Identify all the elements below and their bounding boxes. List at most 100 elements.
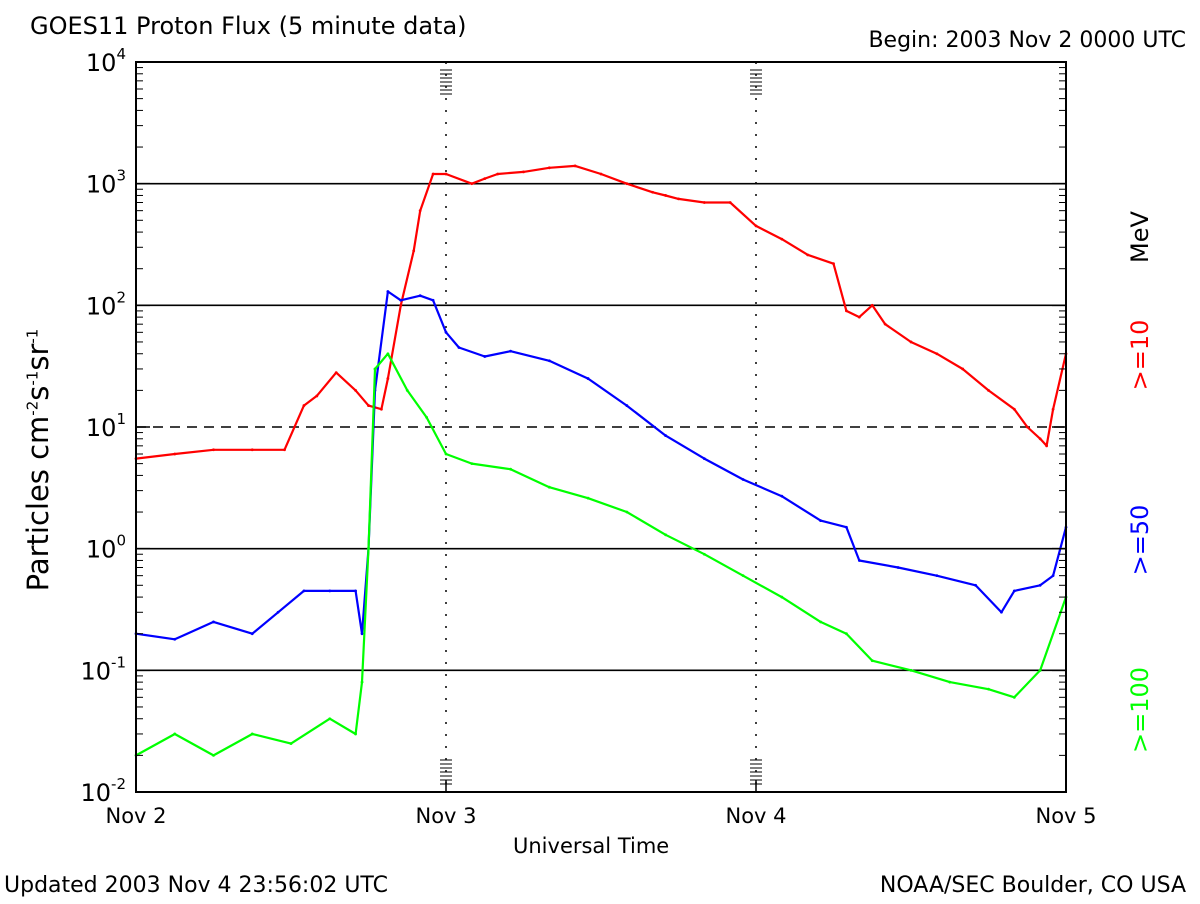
series-2-point-28 xyxy=(987,687,990,691)
y-axis-label-exp3: -1 xyxy=(23,328,42,344)
series-0-point-40 xyxy=(961,367,965,371)
series-0-point-38 xyxy=(909,340,913,344)
series-2-point-27 xyxy=(948,680,952,684)
series-1-point-6 xyxy=(328,589,332,593)
series-0-point-21 xyxy=(547,166,551,170)
series-2-point-20 xyxy=(702,552,706,556)
series-1-point-3 xyxy=(250,632,254,636)
credit-text: NOAA/SEC Boulder, CO USA xyxy=(879,873,1186,898)
series-1-point-8 xyxy=(360,632,364,636)
series-1-point-17 xyxy=(483,355,487,358)
series-0-point-27 xyxy=(677,197,680,201)
series-1-point-25 xyxy=(780,494,784,498)
x-tick-label-1: Nov 3 xyxy=(415,804,476,828)
series-1-point-26 xyxy=(819,519,822,523)
series-1-point-7 xyxy=(354,589,357,593)
series-2-point-4 xyxy=(289,742,293,745)
series-0-point-1 xyxy=(173,452,177,456)
series-0-point-36 xyxy=(870,303,874,307)
series-0-point-43 xyxy=(1025,425,1029,429)
series-1-point-29 xyxy=(896,566,900,569)
series-0-point-16 xyxy=(444,172,448,176)
series-0-point-19 xyxy=(496,172,500,176)
series-1-point-31 xyxy=(974,583,977,587)
series-1-point-32 xyxy=(1000,610,1003,614)
series-0-point-3 xyxy=(250,448,254,452)
series-0-point-28 xyxy=(702,201,706,204)
series-1-point-1 xyxy=(173,637,177,641)
series-2-point-7 xyxy=(360,680,364,684)
series-2-point-10 xyxy=(386,352,390,356)
series-2-point-15 xyxy=(509,467,512,471)
x-tick-label-2: Nov 4 xyxy=(725,804,786,828)
series-0-point-45 xyxy=(1045,444,1049,448)
series-0-point-11 xyxy=(386,377,390,380)
series-1-point-28 xyxy=(857,559,861,562)
series-2-point-9 xyxy=(373,367,377,371)
series-0-point-31 xyxy=(780,237,784,241)
series-0-point-17 xyxy=(470,182,474,186)
series-1-point-18 xyxy=(509,349,512,353)
series-2-point-16 xyxy=(547,485,551,489)
series-0-point-30 xyxy=(754,224,758,228)
series-1-point-13 xyxy=(418,294,422,298)
y-axis-label-exp2: -1 xyxy=(23,370,42,386)
series-1-point-5 xyxy=(302,589,306,593)
series-0-point-15 xyxy=(431,172,435,176)
y-axis-label-sr: sr xyxy=(21,343,55,371)
x-tick-label-3: Nov 5 xyxy=(1035,804,1096,828)
series-2-point-18 xyxy=(625,510,629,514)
y-axis-label-s: s xyxy=(21,385,55,401)
series-1-point-15 xyxy=(444,330,448,334)
series-1-point-4 xyxy=(276,610,280,614)
series-0-point-7 xyxy=(334,371,338,374)
series-1-point-19 xyxy=(547,359,551,363)
series-2-point-24 xyxy=(845,632,848,636)
series-0-point-22 xyxy=(573,164,577,168)
series-2-point-14 xyxy=(470,462,474,466)
series-1-point-20 xyxy=(586,377,590,380)
series-2-point-25 xyxy=(870,659,874,663)
series-0-point-25 xyxy=(651,190,655,194)
series-0-point-9 xyxy=(367,404,370,407)
y-tick-label-4: 102 xyxy=(86,288,126,320)
series-0-point-32 xyxy=(806,253,810,257)
y-tick-label-2: 100 xyxy=(86,532,126,564)
series-2-point-19 xyxy=(664,533,667,537)
updated-timestamp: Updated 2003 Nov 4 23:56:02 UTC xyxy=(4,873,388,898)
series-0-point-5 xyxy=(302,404,306,407)
series-1-point-12 xyxy=(399,298,403,302)
series-1-point-14 xyxy=(431,298,435,302)
y-tick-label-1: 10-1 xyxy=(80,653,126,685)
series-1-point-35 xyxy=(1051,574,1055,578)
series-2-point-26 xyxy=(909,668,913,672)
series-0-point-26 xyxy=(664,194,667,197)
series-0-point-24 xyxy=(625,182,629,186)
series-1-point-27 xyxy=(845,525,848,529)
series-0-point-6 xyxy=(315,394,319,398)
series-1-point-23 xyxy=(702,457,706,460)
series-0-point-29 xyxy=(728,201,732,204)
series-2-point-6 xyxy=(354,732,357,736)
series-2-point-21 xyxy=(741,574,745,578)
legend-unit: MeV xyxy=(1126,211,1154,263)
series-0-point-4 xyxy=(283,448,286,452)
series-2-point-29 xyxy=(1012,695,1016,699)
y-tick-label-5: 103 xyxy=(86,167,126,199)
series-0-point-10 xyxy=(380,407,383,411)
y-tick-label-6: 104 xyxy=(86,45,126,77)
legend-ge50: >=50 xyxy=(1126,504,1154,576)
series-2-point-5 xyxy=(328,717,332,721)
series-0-point-14 xyxy=(418,209,422,213)
series-0-point-12 xyxy=(399,303,403,307)
series-0-point-34 xyxy=(845,309,848,313)
y-axis-label-exp1: -2 xyxy=(23,400,42,416)
series-0-point-39 xyxy=(935,352,939,356)
y-axis-label: Particles cm-2s-1sr-1 xyxy=(21,329,55,592)
series-0-point-37 xyxy=(883,322,887,326)
series-2-point-22 xyxy=(780,595,784,599)
series-0-point-44 xyxy=(1038,437,1042,441)
series-0-point-35 xyxy=(857,315,861,319)
series-2-point-13 xyxy=(444,452,448,456)
